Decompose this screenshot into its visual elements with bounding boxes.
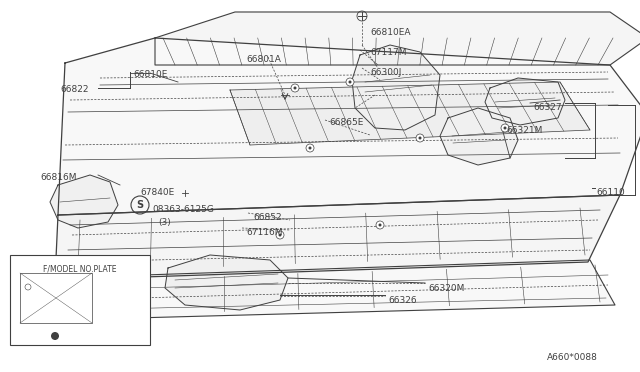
Text: 66816M: 66816M bbox=[40, 173, 77, 182]
Polygon shape bbox=[440, 108, 518, 165]
Circle shape bbox=[276, 231, 284, 239]
Circle shape bbox=[416, 134, 424, 142]
Polygon shape bbox=[155, 12, 640, 65]
Text: 66822: 66822 bbox=[60, 85, 88, 94]
Circle shape bbox=[501, 124, 509, 132]
Polygon shape bbox=[55, 260, 615, 320]
Circle shape bbox=[386, 73, 390, 77]
Polygon shape bbox=[165, 255, 288, 310]
Text: 66110: 66110 bbox=[596, 188, 625, 197]
Text: 66321M: 66321M bbox=[506, 126, 542, 135]
Text: 66852: 66852 bbox=[253, 213, 282, 222]
Circle shape bbox=[306, 144, 314, 152]
Text: (3): (3) bbox=[158, 218, 171, 227]
Circle shape bbox=[278, 234, 282, 237]
Polygon shape bbox=[485, 78, 565, 125]
Polygon shape bbox=[50, 175, 118, 228]
Circle shape bbox=[308, 147, 312, 150]
Circle shape bbox=[294, 87, 296, 90]
Circle shape bbox=[406, 88, 410, 92]
Text: 66865E: 66865E bbox=[329, 118, 364, 127]
Circle shape bbox=[346, 78, 354, 86]
Text: 66320M: 66320M bbox=[428, 284, 465, 293]
Text: 08363-6125G: 08363-6125G bbox=[152, 205, 214, 214]
Text: A660*0088: A660*0088 bbox=[547, 353, 598, 362]
Text: 67840E: 67840E bbox=[140, 188, 174, 197]
Bar bbox=[10, 255, 150, 345]
Text: 66810EA: 66810EA bbox=[370, 28, 410, 37]
Text: 66327: 66327 bbox=[533, 103, 562, 112]
Circle shape bbox=[378, 224, 381, 227]
Circle shape bbox=[383, 103, 387, 107]
Text: 67116M: 67116M bbox=[246, 228, 282, 237]
Text: 66326: 66326 bbox=[388, 296, 417, 305]
Text: 66300J: 66300J bbox=[370, 68, 401, 77]
Circle shape bbox=[51, 332, 59, 340]
Circle shape bbox=[376, 221, 384, 229]
Bar bbox=[20, 273, 92, 323]
Polygon shape bbox=[58, 38, 640, 215]
Circle shape bbox=[349, 80, 351, 83]
Text: 66801A: 66801A bbox=[246, 55, 281, 64]
Text: 66810E: 66810E bbox=[133, 70, 168, 79]
Text: F/MODEL NO.PLATE: F/MODEL NO.PLATE bbox=[44, 265, 116, 274]
Polygon shape bbox=[55, 195, 620, 280]
Polygon shape bbox=[230, 82, 590, 145]
Polygon shape bbox=[352, 45, 440, 130]
Text: 99070E: 99070E bbox=[70, 331, 104, 340]
Circle shape bbox=[291, 84, 299, 92]
Text: 67117M: 67117M bbox=[370, 48, 406, 57]
Circle shape bbox=[504, 126, 506, 129]
Circle shape bbox=[419, 137, 422, 140]
Text: S: S bbox=[136, 200, 143, 210]
